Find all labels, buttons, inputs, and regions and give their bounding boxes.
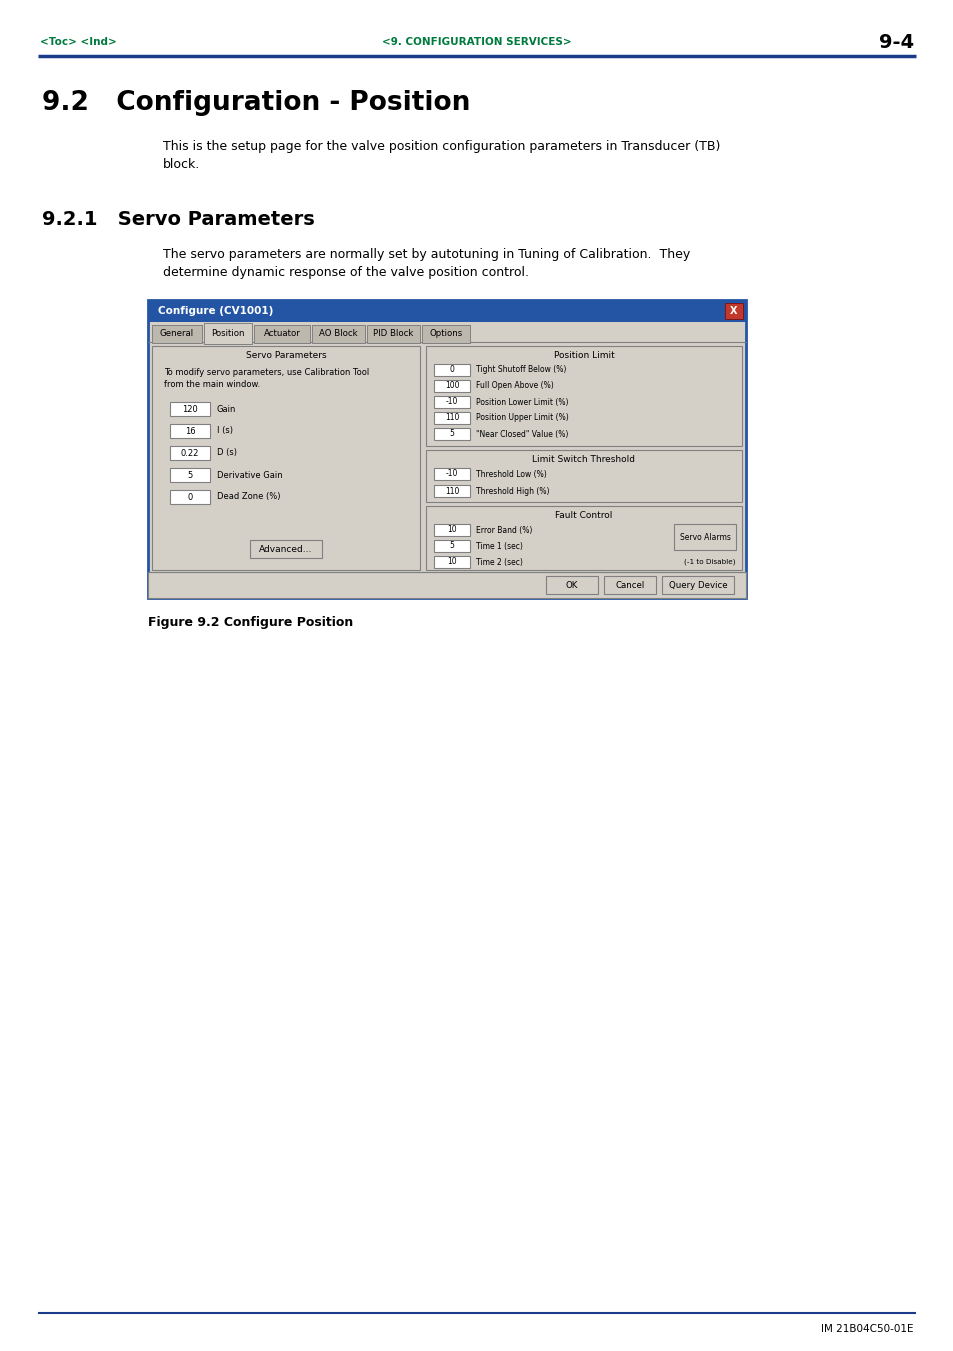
- Text: Limit Switch Threshold: Limit Switch Threshold: [532, 454, 635, 463]
- FancyBboxPatch shape: [545, 576, 598, 594]
- Text: Servo Alarms: Servo Alarms: [679, 532, 730, 542]
- Text: This is the setup page for the valve position configuration parameters in Transd: This is the setup page for the valve pos…: [163, 141, 720, 172]
- FancyBboxPatch shape: [426, 346, 741, 446]
- Text: Position Lower Limit (%): Position Lower Limit (%): [476, 397, 568, 407]
- FancyBboxPatch shape: [434, 485, 470, 497]
- Text: Full Open Above (%): Full Open Above (%): [476, 381, 553, 390]
- FancyBboxPatch shape: [170, 467, 210, 482]
- FancyBboxPatch shape: [434, 396, 470, 408]
- FancyBboxPatch shape: [434, 557, 470, 567]
- FancyBboxPatch shape: [170, 424, 210, 438]
- FancyBboxPatch shape: [434, 540, 470, 553]
- Text: Threshold Low (%): Threshold Low (%): [476, 470, 546, 478]
- Text: Figure 9.2 Configure Position: Figure 9.2 Configure Position: [148, 616, 353, 630]
- Text: Options: Options: [429, 330, 462, 339]
- FancyBboxPatch shape: [426, 507, 741, 570]
- Text: 5: 5: [187, 470, 193, 480]
- Text: (-1 to Disable): (-1 to Disable): [684, 559, 735, 565]
- FancyBboxPatch shape: [253, 326, 310, 343]
- Text: Configure (CV1001): Configure (CV1001): [158, 305, 274, 316]
- Text: 9.2   Configuration - Position: 9.2 Configuration - Position: [42, 91, 470, 116]
- Text: 10: 10: [447, 526, 456, 535]
- FancyBboxPatch shape: [426, 450, 741, 503]
- Text: Gain: Gain: [216, 404, 236, 413]
- Text: 0: 0: [449, 366, 454, 374]
- FancyBboxPatch shape: [421, 326, 470, 343]
- Text: 0.22: 0.22: [181, 449, 199, 458]
- Text: 16: 16: [185, 427, 195, 435]
- FancyBboxPatch shape: [250, 540, 322, 558]
- FancyBboxPatch shape: [170, 490, 210, 504]
- FancyBboxPatch shape: [673, 524, 735, 550]
- FancyBboxPatch shape: [661, 576, 733, 594]
- Text: 5: 5: [449, 542, 454, 550]
- Text: Servo Parameters: Servo Parameters: [246, 351, 326, 361]
- Text: I (s): I (s): [216, 427, 233, 435]
- Text: X: X: [729, 305, 737, 316]
- Text: 100: 100: [444, 381, 458, 390]
- Text: <9. CONFIGURATION SERVICES>: <9. CONFIGURATION SERVICES>: [382, 36, 571, 47]
- Text: Tight Shutoff Below (%): Tight Shutoff Below (%): [476, 366, 566, 374]
- Text: PID Block: PID Block: [373, 330, 414, 339]
- Text: -10: -10: [445, 397, 457, 407]
- Text: -10: -10: [445, 470, 457, 478]
- FancyBboxPatch shape: [148, 300, 745, 322]
- Text: IM 21B04C50-01E: IM 21B04C50-01E: [821, 1324, 913, 1333]
- FancyBboxPatch shape: [152, 346, 419, 570]
- Text: Position Upper Limit (%): Position Upper Limit (%): [476, 413, 568, 423]
- Text: "Near Closed" Value (%): "Near Closed" Value (%): [476, 430, 568, 439]
- FancyBboxPatch shape: [434, 428, 470, 440]
- Text: 110: 110: [444, 413, 458, 423]
- Text: Position: Position: [211, 330, 245, 338]
- FancyBboxPatch shape: [603, 576, 656, 594]
- Text: OK: OK: [565, 581, 578, 589]
- Text: <Toc> <Ind>: <Toc> <Ind>: [40, 36, 116, 47]
- Text: 10: 10: [447, 558, 456, 566]
- Text: 0: 0: [187, 493, 193, 501]
- FancyBboxPatch shape: [170, 403, 210, 416]
- FancyBboxPatch shape: [148, 571, 745, 598]
- FancyBboxPatch shape: [434, 524, 470, 536]
- Text: 110: 110: [444, 486, 458, 496]
- Text: Time 1 (sec): Time 1 (sec): [476, 542, 522, 550]
- Text: 120: 120: [182, 404, 197, 413]
- Text: The servo parameters are normally set by autotuning in Tuning of Calibration.  T: The servo parameters are normally set by…: [163, 249, 690, 280]
- Text: Advanced...: Advanced...: [259, 544, 313, 554]
- Text: 5: 5: [449, 430, 454, 439]
- Text: Cancel: Cancel: [615, 581, 644, 589]
- FancyBboxPatch shape: [434, 380, 470, 392]
- FancyBboxPatch shape: [434, 467, 470, 480]
- Text: AO Block: AO Block: [319, 330, 357, 339]
- Text: 9.2.1   Servo Parameters: 9.2.1 Servo Parameters: [42, 209, 314, 230]
- FancyBboxPatch shape: [312, 326, 365, 343]
- FancyBboxPatch shape: [434, 363, 470, 376]
- Text: Position Limit: Position Limit: [553, 350, 614, 359]
- Text: Threshold High (%): Threshold High (%): [476, 486, 549, 496]
- FancyBboxPatch shape: [724, 303, 742, 319]
- FancyBboxPatch shape: [434, 412, 470, 424]
- Text: General: General: [160, 330, 193, 339]
- FancyBboxPatch shape: [204, 323, 252, 345]
- Text: Actuator: Actuator: [263, 330, 300, 339]
- Text: To modify servo parameters, use Calibration Tool
from the main window.: To modify servo parameters, use Calibrat…: [164, 367, 369, 389]
- FancyBboxPatch shape: [170, 446, 210, 459]
- Text: 9-4: 9-4: [878, 32, 913, 51]
- Text: Time 2 (sec): Time 2 (sec): [476, 558, 522, 566]
- FancyBboxPatch shape: [148, 300, 745, 598]
- Text: Error Band (%): Error Band (%): [476, 526, 532, 535]
- Text: Fault Control: Fault Control: [555, 511, 612, 520]
- Text: D (s): D (s): [216, 449, 236, 458]
- FancyBboxPatch shape: [152, 326, 202, 343]
- Text: Query Device: Query Device: [668, 581, 726, 589]
- Text: Dead Zone (%): Dead Zone (%): [216, 493, 280, 501]
- FancyBboxPatch shape: [367, 326, 419, 343]
- Text: Derivative Gain: Derivative Gain: [216, 470, 282, 480]
